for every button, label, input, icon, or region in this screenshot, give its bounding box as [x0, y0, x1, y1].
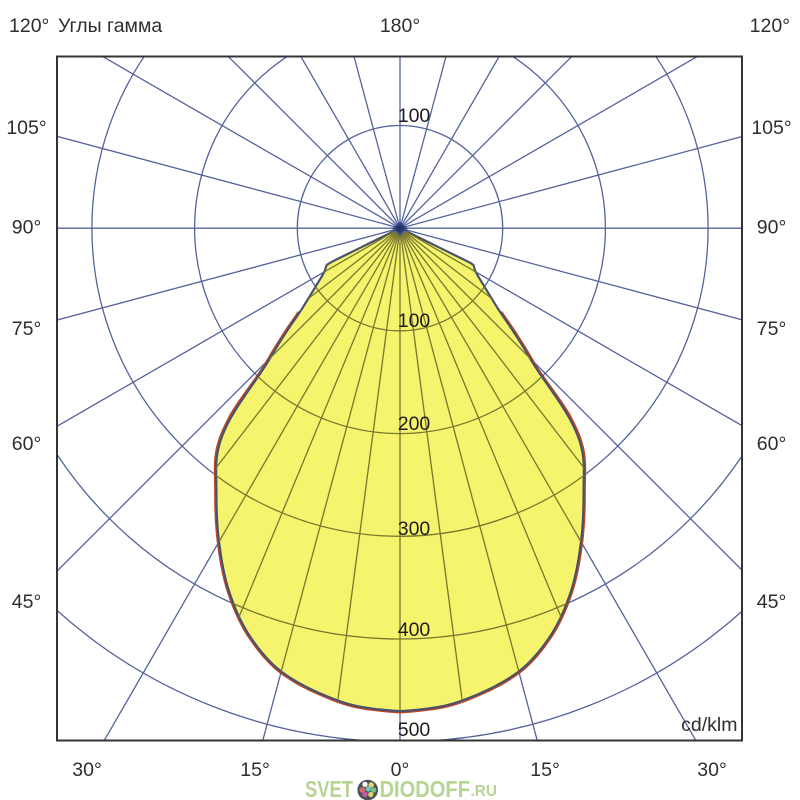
- svg-text:75°: 75°: [757, 318, 787, 340]
- svg-text:120°: 120°: [750, 15, 790, 37]
- svg-text:.RU: .RU: [471, 783, 498, 800]
- svg-text:400: 400: [398, 619, 431, 641]
- svg-text:100: 100: [398, 310, 431, 332]
- svg-text:45°: 45°: [12, 591, 42, 613]
- svg-text:30°: 30°: [697, 759, 727, 781]
- svg-text:105°: 105°: [6, 117, 46, 139]
- svg-text:75°: 75°: [12, 318, 42, 340]
- svg-text:90°: 90°: [12, 217, 42, 239]
- svg-text:30°: 30°: [72, 759, 102, 781]
- svg-text:100: 100: [398, 105, 431, 127]
- svg-text:Углы гамма: Углы гамма: [58, 15, 162, 37]
- svg-text:90°: 90°: [757, 217, 787, 239]
- svg-text:105°: 105°: [751, 117, 791, 139]
- svg-text:15°: 15°: [240, 759, 270, 781]
- svg-text:45°: 45°: [757, 591, 787, 613]
- svg-text:120°: 120°: [9, 15, 49, 37]
- svg-text:cd/klm: cd/klm: [681, 714, 737, 736]
- svg-text:0°: 0°: [391, 759, 410, 781]
- svg-text:300: 300: [398, 518, 431, 540]
- svg-text:15°: 15°: [530, 759, 560, 781]
- svg-text:60°: 60°: [757, 433, 787, 455]
- svg-text:SVET: SVET: [305, 776, 353, 800]
- svg-text:500: 500: [398, 719, 431, 741]
- svg-text:60°: 60°: [12, 433, 42, 455]
- svg-text:DIODOFF: DIODOFF: [380, 776, 471, 800]
- svg-text:200: 200: [398, 413, 431, 435]
- svg-text:180°: 180°: [380, 15, 420, 37]
